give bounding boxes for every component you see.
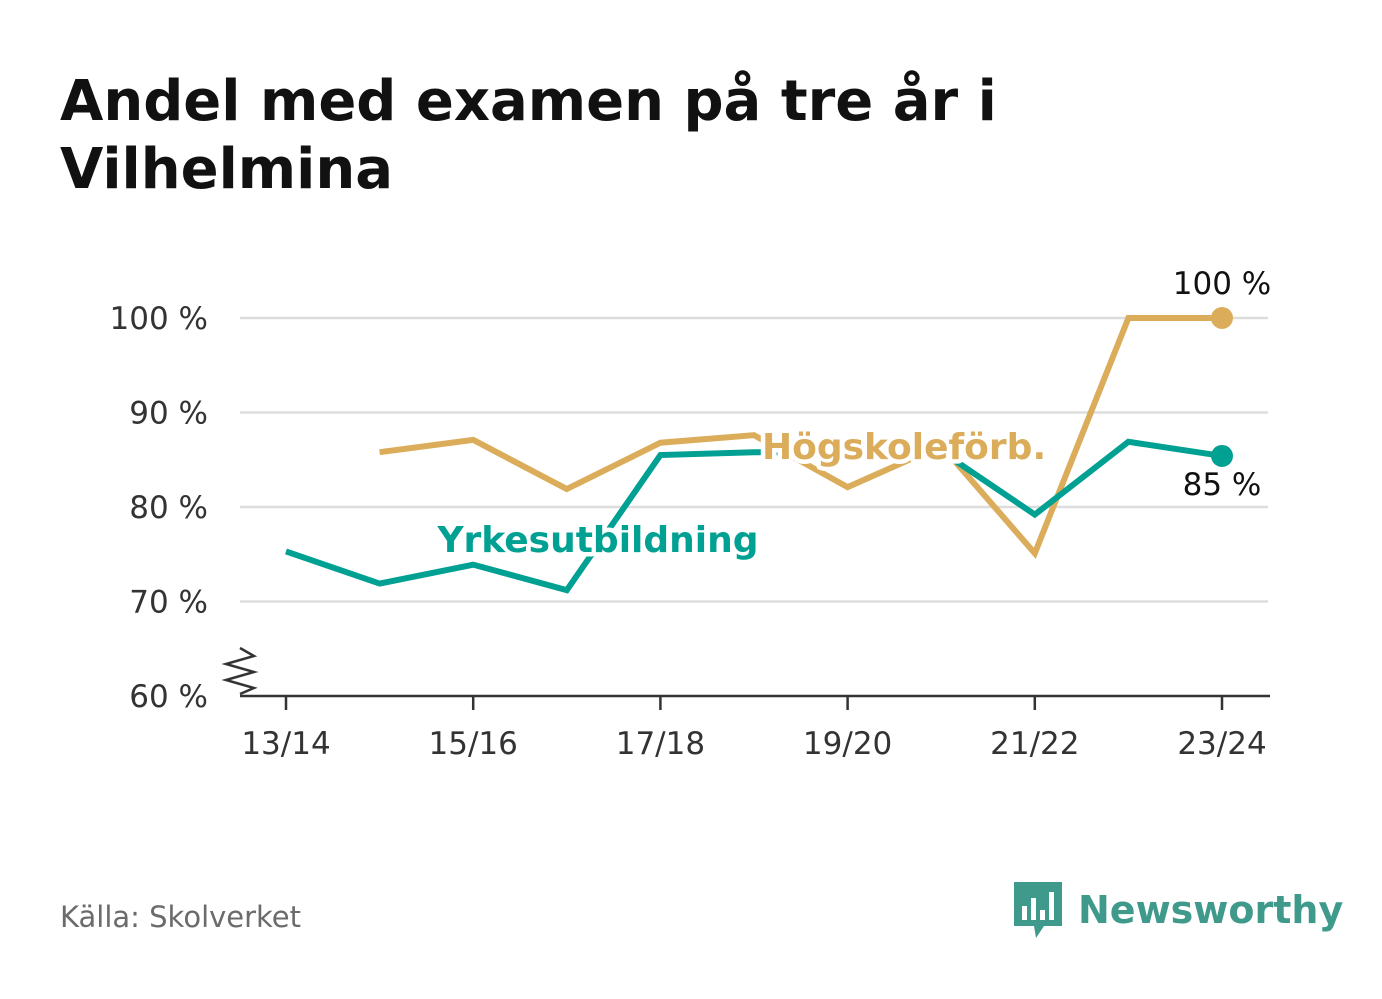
x-tick-label: 19/20 — [803, 726, 892, 762]
series-labels: Högskoleförb. Yrkesutbildning 100 % 85 % — [432, 266, 1271, 566]
y-tick-label: 80 % — [129, 490, 208, 526]
end-value-label: 85 % — [1183, 467, 1262, 503]
gridlines — [240, 316, 1268, 603]
x-axis-labels: 13/14 15/16 17/18 19/20 21/22 23/24 — [241, 726, 1266, 762]
end-point — [1211, 444, 1233, 467]
axis-break-icon — [221, 646, 259, 696]
y-axis-labels: 60 % 70 % 80 % 90 % 100 % — [110, 301, 208, 715]
y-tick-label: 70 % — [129, 585, 208, 621]
series-label: Högskoleförb. — [762, 427, 1046, 468]
brand-name: Newsworthy — [1078, 888, 1344, 932]
end-value-label: 100 % — [1173, 266, 1271, 302]
x-tick-label: 17/18 — [616, 726, 705, 762]
x-axis — [221, 646, 1270, 710]
y-tick-label: 100 % — [110, 301, 208, 337]
series-label: Yrkesutbildning — [436, 520, 758, 561]
y-tick-label: 90 % — [129, 396, 208, 432]
x-tick-label: 23/24 — [1177, 726, 1266, 762]
newsworthy-logo-icon — [1014, 882, 1062, 938]
y-tick-label: 60 % — [129, 679, 208, 715]
series-line — [379, 315, 1222, 559]
x-tick-label: 13/14 — [241, 726, 330, 762]
x-tick-label: 15/16 — [429, 726, 518, 762]
brand-logo[interactable]: Newsworthy — [1012, 880, 1343, 940]
page-title: Andel med examen på tre år i Vilhelmina — [60, 69, 997, 202]
source-note: Källa: Skolverket — [60, 900, 302, 934]
x-tick-label: 21/22 — [990, 726, 1079, 762]
series-line — [285, 438, 1223, 594]
end-point — [1211, 307, 1233, 329]
series-lines — [285, 307, 1233, 594]
